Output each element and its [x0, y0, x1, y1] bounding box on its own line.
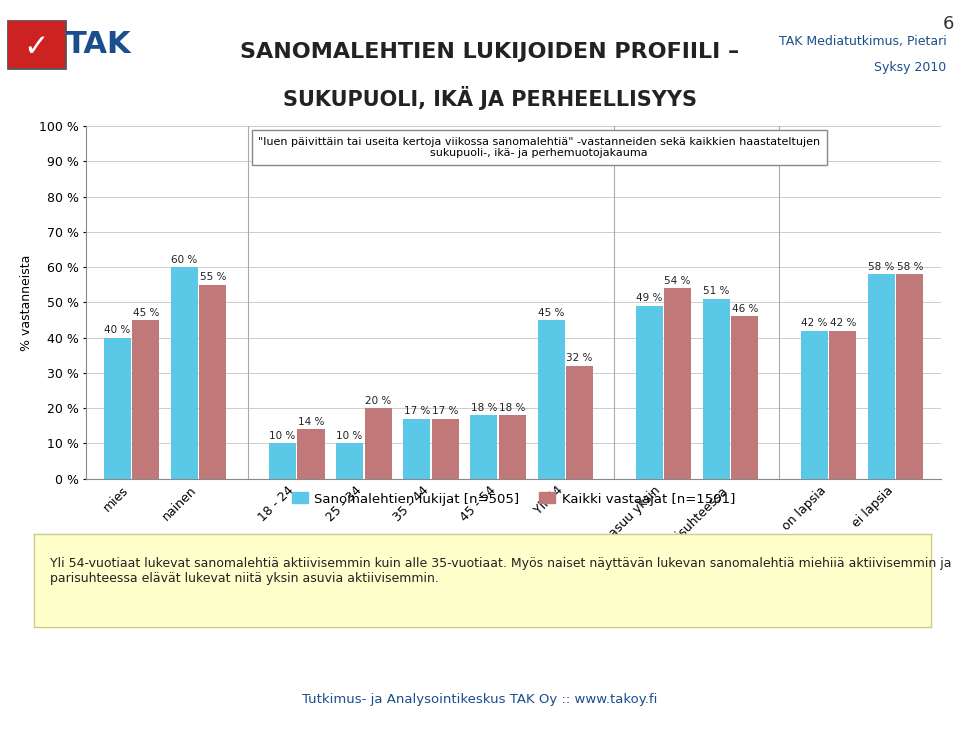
Text: 42 %: 42 %	[801, 318, 828, 328]
Bar	[365, 408, 392, 479]
Text: 45 %: 45 %	[132, 307, 159, 318]
Bar	[269, 444, 296, 479]
Text: TAK: TAK	[65, 30, 132, 59]
Text: 55 %: 55 %	[200, 272, 227, 282]
Bar	[171, 267, 198, 479]
Text: 17 %: 17 %	[403, 406, 430, 416]
Bar	[636, 306, 662, 479]
Bar	[200, 285, 227, 479]
Bar	[132, 320, 159, 479]
Bar	[104, 338, 131, 479]
Text: 60 %: 60 %	[171, 255, 198, 265]
Text: 58 %: 58 %	[868, 262, 895, 272]
FancyBboxPatch shape	[8, 21, 65, 68]
Text: SANOMALEHTIEN LUKIJOIDEN PROFIILI –: SANOMALEHTIEN LUKIJOIDEN PROFIILI –	[240, 42, 739, 62]
Text: Syksy 2010: Syksy 2010	[875, 61, 947, 74]
Text: 45 %: 45 %	[538, 307, 564, 318]
Text: 10 %: 10 %	[270, 431, 296, 441]
Text: 14 %: 14 %	[298, 417, 324, 427]
Text: 49 %: 49 %	[636, 293, 662, 303]
Bar	[732, 316, 758, 479]
Text: 18 %: 18 %	[470, 403, 497, 413]
Bar	[336, 444, 363, 479]
Text: 10 %: 10 %	[336, 431, 363, 441]
Bar	[432, 418, 459, 479]
Text: ✓: ✓	[24, 33, 49, 62]
Text: TAK Mediatutkimus, Pietari: TAK Mediatutkimus, Pietari	[779, 34, 947, 47]
Bar	[470, 416, 497, 479]
Bar	[829, 331, 856, 479]
FancyBboxPatch shape	[8, 21, 65, 68]
Y-axis label: % vastanneista: % vastanneista	[20, 255, 34, 350]
Text: 58 %: 58 %	[897, 262, 924, 272]
Bar	[499, 416, 526, 479]
Text: 54 %: 54 %	[664, 276, 691, 286]
Text: 18 %: 18 %	[499, 403, 526, 413]
Bar	[538, 320, 564, 479]
Bar	[403, 418, 430, 479]
Bar	[566, 366, 593, 479]
Bar	[298, 429, 324, 479]
Bar	[801, 331, 828, 479]
Bar	[868, 274, 895, 479]
Text: 20 %: 20 %	[365, 395, 392, 406]
Text: 42 %: 42 %	[829, 318, 856, 328]
Text: 46 %: 46 %	[732, 304, 758, 314]
Text: 32 %: 32 %	[566, 353, 592, 364]
Text: 6: 6	[943, 16, 954, 33]
Text: 51 %: 51 %	[703, 286, 730, 296]
Legend: Sanomalehtien lukijat [n=505], Kaikki vastaajat [n=1501]: Sanomalehtien lukijat [n=505], Kaikki va…	[287, 487, 740, 510]
Text: "luen päivittäin tai useita kertoja viikossa sanomalehtiä" -vastanneiden sekä ka: "luen päivittäin tai useita kertoja viik…	[258, 137, 820, 158]
Text: Yli 54-vuotiaat lukevat sanomalehtiä aktiivisemmin kuin alle 35-vuotiaat. Myös n: Yli 54-vuotiaat lukevat sanomalehtiä akt…	[50, 557, 951, 585]
Text: 17 %: 17 %	[432, 406, 459, 416]
Text: Tutkimus- ja Analysointikeskus TAK Oy :: www.takoy.fi: Tutkimus- ja Analysointikeskus TAK Oy ::…	[302, 693, 658, 706]
Bar	[703, 299, 730, 479]
Text: SUKUPUOLI, IKÄ JA PERHEELLISYYS: SUKUPUOLI, IKÄ JA PERHEELLISYYS	[282, 86, 697, 110]
Bar	[897, 274, 924, 479]
Bar	[664, 288, 691, 479]
Text: 40 %: 40 %	[104, 325, 131, 335]
